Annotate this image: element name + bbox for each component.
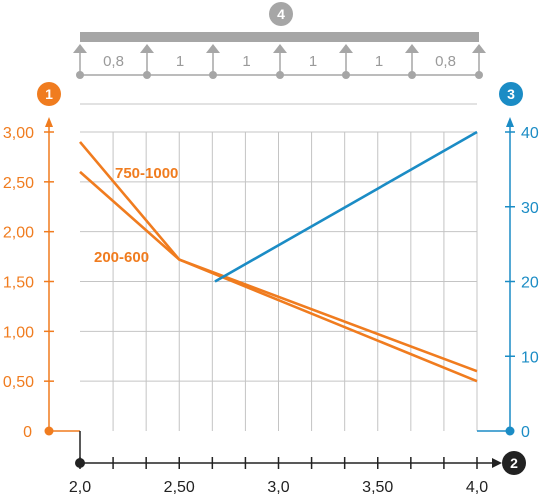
span-label: 1 [309, 53, 317, 70]
right-axis-tick-label: 30 [521, 200, 539, 217]
span-label: 1 [375, 53, 383, 70]
left-axis-tick-label: 2,50 [3, 175, 34, 192]
bottom-axis-arrow [492, 458, 502, 468]
beam-bar [80, 32, 479, 42]
right-axis-origin-dot [505, 426, 515, 436]
series-line-200-600 [79, 170, 478, 373]
left-axis-marker-circle [37, 82, 61, 106]
support-dot [408, 71, 416, 79]
series: 750-1000 200-600 [79, 130, 478, 383]
support-dot [475, 71, 483, 79]
left-axis-tick-label: 1,50 [3, 275, 34, 292]
left-axis-tick-label: 3,00 [3, 125, 34, 142]
right-axis-marker-circle [499, 82, 523, 106]
axes: 100,501,001,502,002,503,00301020304022,0… [3, 82, 539, 494]
support-triangle [339, 44, 353, 53]
grid [80, 103, 478, 431]
support-triangle [73, 44, 87, 53]
left-axis-origin-dot [44, 426, 54, 436]
support-triangle [273, 44, 287, 53]
span-label: 1 [242, 53, 250, 70]
bottom-axis-marker-circle [502, 451, 526, 475]
left-axis-tick-label: 0,50 [3, 374, 34, 391]
beam-marker-circle [269, 2, 293, 26]
series-label: 200-600 [94, 249, 149, 266]
left-axis-tick-label: 2,00 [3, 225, 34, 242]
series-line-right-axis [214, 130, 478, 283]
right-axis-tick-label: 20 [521, 275, 539, 292]
support-dot [143, 71, 151, 79]
right-axis-arrow [506, 117, 514, 127]
bottom-axis-tick-label: 2,50 [164, 479, 195, 494]
bottom-axis-marker-label: 2 [510, 455, 518, 471]
left-axis-arrow [45, 117, 53, 127]
support-dot [209, 71, 217, 79]
beam-diagram: 4 0,8 1 1 1 1 0,8 [73, 2, 486, 79]
left-axis-tick-label: 1,00 [3, 324, 34, 341]
right-axis-tick-label: 0 [521, 424, 530, 441]
support-triangle [140, 44, 154, 53]
support-dot [76, 71, 84, 79]
beam-marker-label: 4 [277, 6, 285, 22]
bottom-axis-tick-label: 4,0 [466, 479, 488, 494]
bottom-axis-tick-label: 3,50 [362, 479, 393, 494]
bottom-axis-tick-label: 3,0 [267, 479, 289, 494]
span-label: 1 [176, 53, 184, 70]
span-label: 0,8 [103, 53, 124, 70]
bottom-axis-tick-label: 2,0 [69, 479, 91, 494]
right-axis-tick-label: 10 [521, 349, 539, 366]
support-triangle [405, 44, 419, 53]
support-triangle [472, 44, 486, 53]
series-label: 750-1000 [115, 165, 178, 182]
left-axis-tick-label: 0 [23, 424, 32, 441]
right-axis-marker-label: 3 [507, 86, 515, 102]
support-triangle [206, 44, 220, 53]
support-dot [276, 71, 284, 79]
span-label: 0,8 [435, 53, 456, 70]
support-dot [342, 71, 350, 79]
right-axis-tick-label: 40 [521, 125, 539, 142]
left-axis-marker-label: 1 [45, 86, 53, 102]
